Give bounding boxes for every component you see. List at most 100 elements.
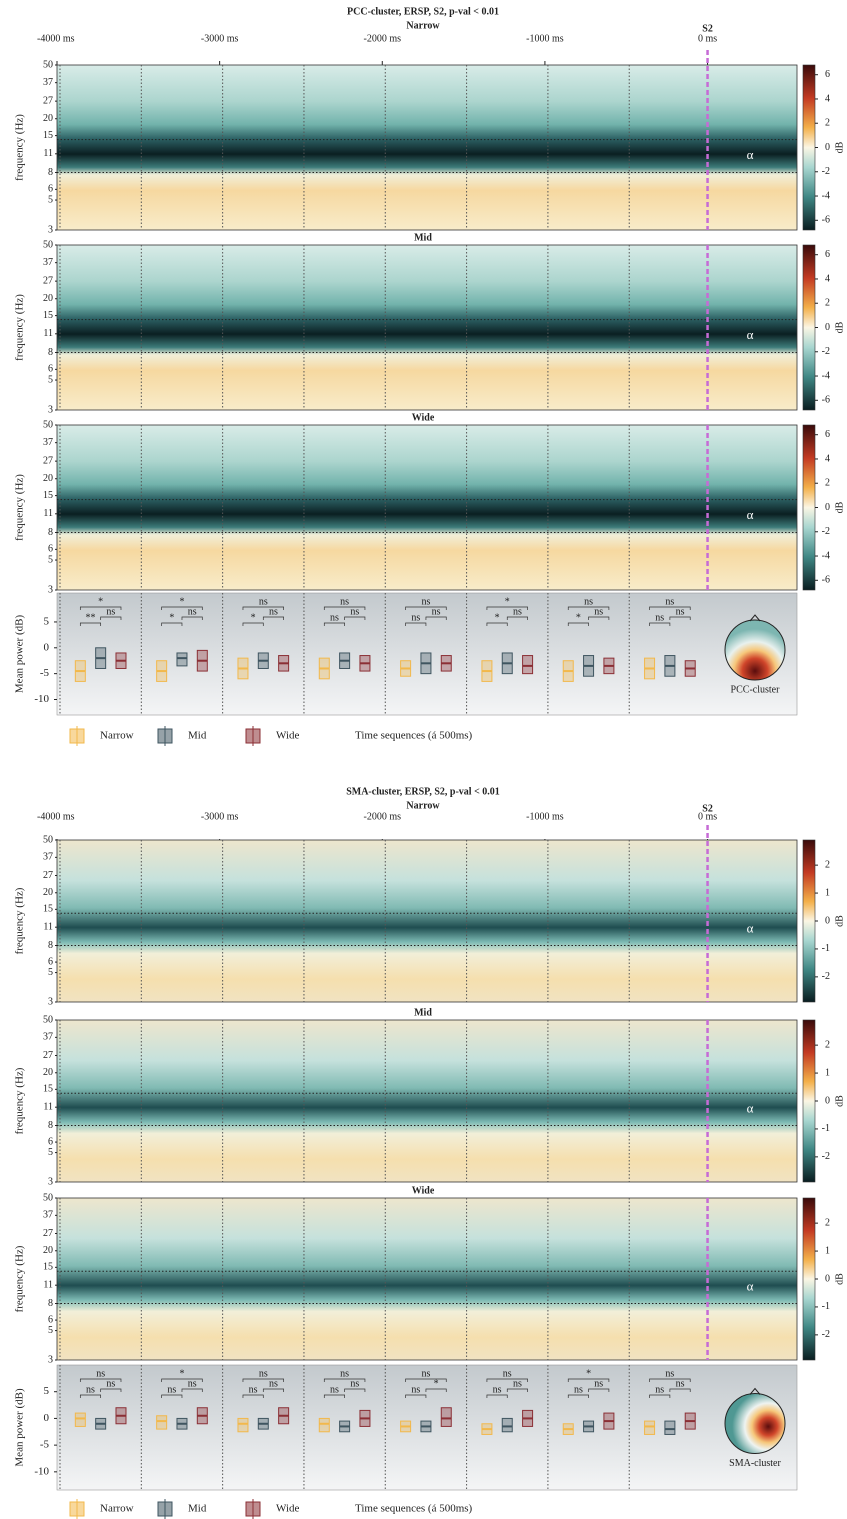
topo-map — [725, 620, 785, 680]
x-tick-label: 0 ms — [698, 33, 717, 44]
x-tick-label: -3000 ms — [201, 811, 239, 822]
colorbar-tick-label: -2 — [822, 346, 830, 357]
sig-label: ns — [106, 1378, 115, 1389]
panel-label: Mid — [414, 1007, 432, 1018]
y-tick-label: 37 — [43, 852, 53, 863]
sig-label: ns — [594, 606, 603, 617]
y-tick-label: 27 — [43, 455, 53, 466]
sig-label: * — [495, 612, 500, 623]
y-tick-label: 11 — [43, 328, 53, 339]
y-tick-label: 50 — [43, 59, 53, 70]
legend-label: Narrow — [100, 1503, 134, 1515]
box — [523, 656, 533, 674]
sig-label: ns — [188, 1378, 197, 1389]
sig-label: ns — [655, 612, 664, 623]
y-tick-label: 8 — [48, 527, 53, 538]
colorbar-tick-label: 2 — [825, 859, 830, 870]
y-tick-label: 15 — [43, 1084, 53, 1095]
box — [441, 1408, 451, 1427]
x-tick-label: -4000 ms — [37, 33, 75, 44]
y-tick-label: 8 — [48, 1120, 53, 1131]
sig-label: ns — [676, 606, 685, 617]
y-tick-label: 27 — [43, 95, 53, 106]
y-tick-label: 6 — [48, 1314, 53, 1325]
figure-title: SMA-cluster, ERSP, S2, p-val < 0.01 — [346, 786, 500, 797]
colorbar-tick-label: -4 — [822, 550, 830, 561]
heatmap — [57, 65, 797, 230]
y-tick-label: -10 — [34, 693, 49, 705]
heatmap — [57, 245, 797, 410]
y-axis-label: frequency (Hz) — [14, 1067, 26, 1134]
colorbar-tick-label: 0 — [825, 322, 830, 333]
colorbar-tick-label: 2 — [825, 1217, 830, 1228]
sig-label: * — [98, 596, 103, 607]
box — [645, 1421, 655, 1434]
y-tick-label: 5 — [44, 615, 50, 627]
y-tick-label: 3 — [48, 1176, 53, 1187]
legend-label: Wide — [276, 730, 299, 742]
panel-label: Narrow — [406, 20, 440, 31]
box — [75, 1413, 85, 1426]
colorbar-tick-label: 1 — [825, 1067, 830, 1078]
y-tick-label: 50 — [43, 1192, 53, 1203]
legend-label: Narrow — [100, 730, 134, 742]
colorbar-tick-label: 0 — [825, 915, 830, 926]
band-label: α — [747, 1100, 754, 1115]
y-tick-label: 5 — [44, 1385, 50, 1397]
sig-label: ns — [330, 612, 339, 623]
sig-label: ns — [574, 1384, 583, 1395]
colorbar-tick-label: 0 — [825, 502, 830, 513]
y-tick-label: 6 — [48, 184, 53, 195]
colorbar — [803, 65, 815, 230]
colorbar — [803, 1020, 815, 1182]
sig-label: ns — [106, 606, 115, 617]
band-label: α — [747, 147, 754, 162]
sig-label: ns — [421, 1368, 430, 1379]
y-tick-label: 15 — [43, 904, 53, 915]
y-tick-label: 0 — [44, 641, 50, 653]
colorbar-tick-label: -2 — [822, 1329, 830, 1340]
box — [177, 653, 187, 666]
box — [238, 1418, 248, 1431]
colorbar-tick-label: 2 — [825, 118, 830, 129]
colorbar-label: dB — [834, 1095, 845, 1107]
legend-label: Mid — [188, 1503, 207, 1515]
colorbar-label: dB — [834, 321, 845, 333]
colorbar-label: dB — [834, 1273, 845, 1285]
y-tick-label: 5 — [48, 1147, 53, 1158]
y-tick-label: 5 — [48, 554, 53, 565]
colorbar-tick-label: 4 — [825, 273, 830, 284]
colorbar-tick-label: -4 — [822, 370, 830, 381]
sig-label: ns — [167, 1384, 176, 1395]
colorbar-tick-label: 6 — [825, 69, 830, 80]
x-tick-label: -4000 ms — [37, 811, 75, 822]
x-tick-label: -2000 ms — [364, 33, 402, 44]
x-axis-label: Time sequences (á 500ms) — [355, 1503, 473, 1515]
colorbar-tick-label: -2 — [822, 971, 830, 982]
sig-label: ns — [432, 606, 441, 617]
sig-label: ns — [269, 606, 278, 617]
sig-label: * — [505, 596, 510, 607]
y-tick-label: 11 — [43, 508, 53, 519]
colorbar-tick-label: -2 — [822, 166, 830, 177]
colorbar — [803, 245, 815, 410]
y-tick-label: 20 — [43, 293, 53, 304]
x-tick-label: 0 ms — [698, 811, 717, 822]
y-tick-label: 37 — [43, 1210, 53, 1221]
y-tick-label: 3 — [48, 404, 53, 415]
colorbar — [803, 840, 815, 1002]
sig-label: ns — [411, 1384, 420, 1395]
y-tick-label: 20 — [43, 887, 53, 898]
y-tick-label: 5 — [48, 967, 53, 978]
y-tick-label: 3 — [48, 996, 53, 1007]
topo-label: SMA-cluster — [729, 1458, 781, 1469]
sig-label: * — [179, 596, 184, 607]
sig-label: ns — [340, 1368, 349, 1379]
box — [157, 1416, 167, 1429]
colorbar-label: dB — [834, 915, 845, 927]
y-tick-label: 8 — [48, 1298, 53, 1309]
y-tick-label: 5 — [48, 194, 53, 205]
colorbar-tick-label: 6 — [825, 429, 830, 440]
y-tick-label: 8 — [48, 167, 53, 178]
colorbar-tick-label: -6 — [822, 215, 830, 226]
